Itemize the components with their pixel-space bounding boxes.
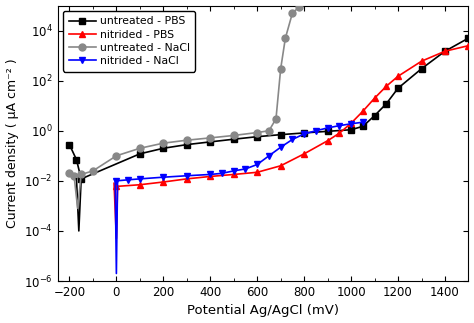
nitrided - PBS <box>184 177 190 181</box>
nitrided - NaCl <box>231 169 237 173</box>
nitrided - NaCl <box>208 172 213 176</box>
untreated - PBS <box>465 36 471 40</box>
untreated - NaCl <box>71 174 77 178</box>
untreated - PBS <box>348 128 354 132</box>
untreated - PBS <box>442 49 448 53</box>
untreated - PBS <box>231 137 237 141</box>
untreated - PBS <box>383 102 389 106</box>
nitrided - NaCl <box>114 179 119 183</box>
nitrided - NaCl <box>266 154 272 158</box>
Legend: untreated - PBS, nitrided - PBS, untreated - NaCl, nitrided - NaCl: untreated - PBS, nitrided - PBS, untreat… <box>63 11 195 72</box>
untreated - NaCl <box>266 129 272 133</box>
nitrided - PBS <box>337 131 342 135</box>
nitrided - NaCl <box>137 177 143 181</box>
untreated - NaCl <box>290 11 295 15</box>
nitrided - NaCl <box>125 178 131 182</box>
untreated - NaCl <box>273 117 279 121</box>
Line: nitrided - NaCl: nitrided - NaCl <box>113 119 366 184</box>
nitrided - NaCl <box>219 172 225 175</box>
nitrided - PBS <box>465 44 471 47</box>
untreated - NaCl <box>255 130 260 134</box>
nitrided - PBS <box>442 49 448 53</box>
untreated - PBS <box>372 114 377 118</box>
nitrided - PBS <box>255 170 260 174</box>
Line: nitrided - PBS: nitrided - PBS <box>113 42 472 190</box>
Line: untreated - PBS: untreated - PBS <box>66 35 472 182</box>
untreated - PBS <box>395 86 401 90</box>
nitrided - NaCl <box>301 132 307 136</box>
nitrided - PBS <box>161 180 166 184</box>
nitrided - PBS <box>114 184 119 188</box>
nitrided - PBS <box>231 172 237 176</box>
untreated - NaCl <box>208 136 213 140</box>
untreated - PBS <box>325 130 330 133</box>
untreated - PBS <box>301 131 307 135</box>
nitrided - NaCl <box>360 120 365 124</box>
untreated - PBS <box>360 124 365 128</box>
nitrided - PBS <box>419 59 424 63</box>
Y-axis label: Current density ( μA cm⁻² ): Current density ( μA cm⁻² ) <box>6 58 18 228</box>
nitrided - NaCl <box>313 129 319 133</box>
untreated - PBS <box>255 135 260 139</box>
untreated - NaCl <box>137 146 143 150</box>
untreated - PBS <box>208 140 213 144</box>
Line: untreated - NaCl: untreated - NaCl <box>66 3 303 180</box>
nitrided - NaCl <box>255 162 260 166</box>
nitrided - PBS <box>372 96 377 100</box>
untreated - NaCl <box>297 5 302 9</box>
nitrided - PBS <box>395 74 401 78</box>
nitrided - PBS <box>208 174 213 178</box>
nitrided - NaCl <box>161 175 166 179</box>
nitrided - NaCl <box>348 122 354 126</box>
untreated - NaCl <box>184 138 190 142</box>
X-axis label: Potential Ag/AgCl (mV): Potential Ag/AgCl (mV) <box>187 305 339 318</box>
nitrided - PBS <box>278 164 283 168</box>
untreated - NaCl <box>161 141 166 145</box>
untreated - NaCl <box>283 36 288 40</box>
untreated - PBS <box>419 67 424 71</box>
untreated - NaCl <box>231 133 237 137</box>
nitrided - PBS <box>383 84 389 88</box>
untreated - NaCl <box>66 172 72 175</box>
nitrided - NaCl <box>337 124 342 128</box>
untreated - PBS <box>66 143 72 147</box>
untreated - PBS <box>137 152 143 156</box>
nitrided - PBS <box>360 109 365 113</box>
nitrided - NaCl <box>325 126 330 130</box>
nitrided - PBS <box>348 121 354 125</box>
untreated - PBS <box>161 146 166 150</box>
nitrided - PBS <box>325 139 330 143</box>
nitrided - PBS <box>301 152 307 156</box>
untreated - NaCl <box>278 67 283 71</box>
untreated - PBS <box>184 143 190 147</box>
untreated - PBS <box>73 158 79 162</box>
nitrided - NaCl <box>290 138 295 141</box>
nitrided - NaCl <box>243 167 248 171</box>
untreated - NaCl <box>78 172 84 176</box>
nitrided - NaCl <box>184 174 190 178</box>
nitrided - PBS <box>137 183 143 187</box>
untreated - PBS <box>78 177 84 181</box>
untreated - NaCl <box>114 154 119 158</box>
nitrided - NaCl <box>278 145 283 149</box>
untreated - PBS <box>278 133 283 137</box>
untreated - NaCl <box>90 169 96 173</box>
